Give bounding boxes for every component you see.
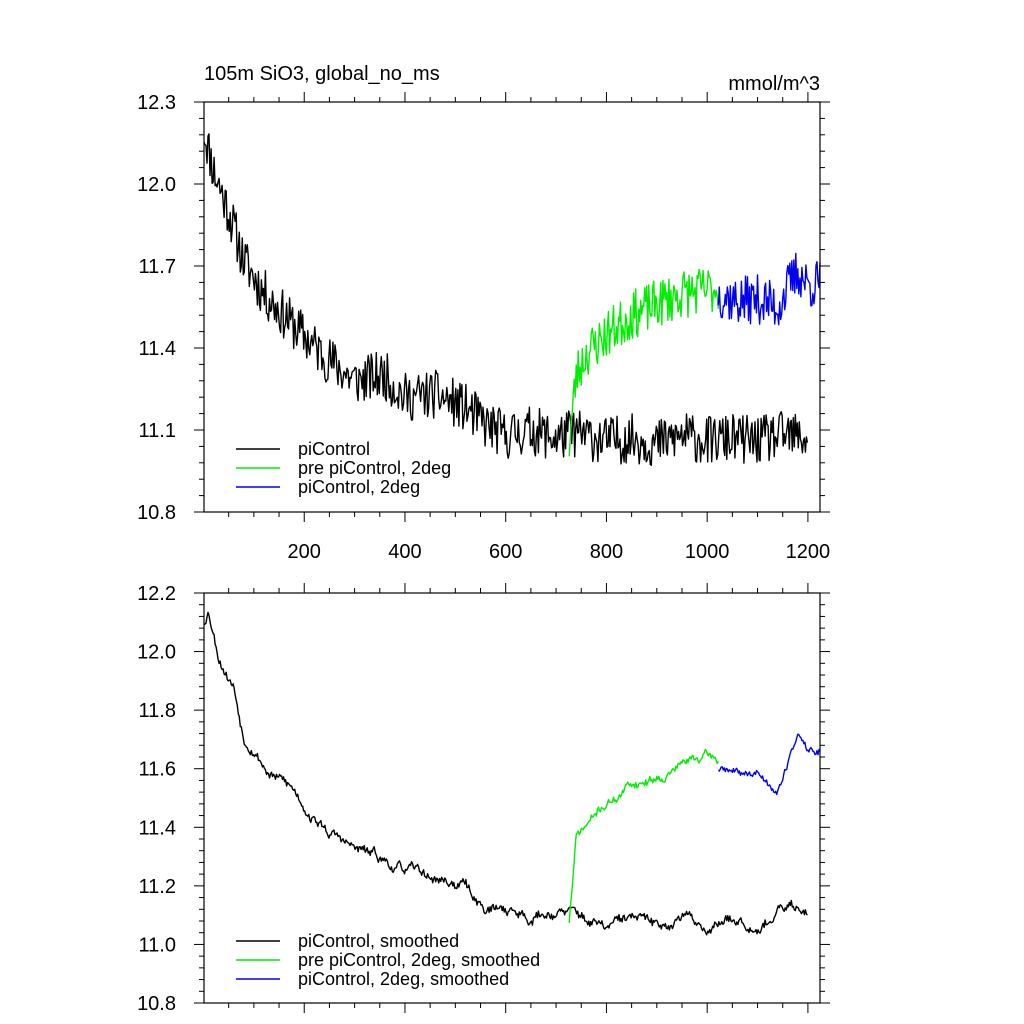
y-tick-label: 12.3 [137,92,176,114]
y-tick-label: 11.1 [139,420,176,442]
series-line-0 [203,133,809,466]
y-tick-label: 11.2 [139,876,176,898]
legend-label-2: piControl, 2deg, smoothed [298,969,509,989]
y-tick-label: 10.8 [137,502,176,524]
units-label: mmol/m^3 [728,73,820,95]
legend-label-2: piControl, 2deg [298,477,420,497]
y-tick-label: 11.4 [139,338,176,360]
plot-frame [203,101,821,513]
series-line-2 [717,733,821,796]
legend-label-1: pre piControl, 2deg [298,458,451,478]
y-tick-label: 12.0 [137,174,176,196]
legend-label-1: pre piControl, 2deg, smoothed [298,950,540,970]
y-tick-label: 11.0 [139,934,176,956]
x-tick-label: 1200 [786,541,831,563]
x-tick-label: 200 [288,541,321,563]
y-tick-label: 11.4 [139,817,176,839]
plot-frame [203,592,821,1004]
series-line-1 [568,268,719,457]
x-tick-label: 800 [590,541,623,563]
series-line-1 [568,748,719,923]
y-tick-label: 11.7 [139,256,176,278]
chart-title: 105m SiO3, global_no_ms [204,63,440,85]
y-tick-label: 10.8 [137,993,176,1015]
x-tick-label: 600 [489,541,522,563]
bottom-panel: 10.8 11.0 11.2 11.4 11.6 11.8 12.0 12.2 piContro… [137,583,830,1015]
y-tick-label: 11.6 [139,759,176,781]
legend-label-0: piControl, smoothed [298,931,459,951]
series-line-0 [203,611,808,936]
x-tick-label: 400 [388,541,421,563]
series-line-2 [717,252,821,326]
top-panel: 200 400 600 800 1000 1200 10.8 11.1 11.4 11.7 12.0… [137,63,830,563]
y-tick-label: 12.0 [137,642,176,664]
y-tick-label: 12.2 [137,583,176,605]
y-tick-label: 11.8 [139,700,176,722]
legend-label-0: piControl [298,439,370,459]
x-tick-label: 1000 [685,541,730,563]
